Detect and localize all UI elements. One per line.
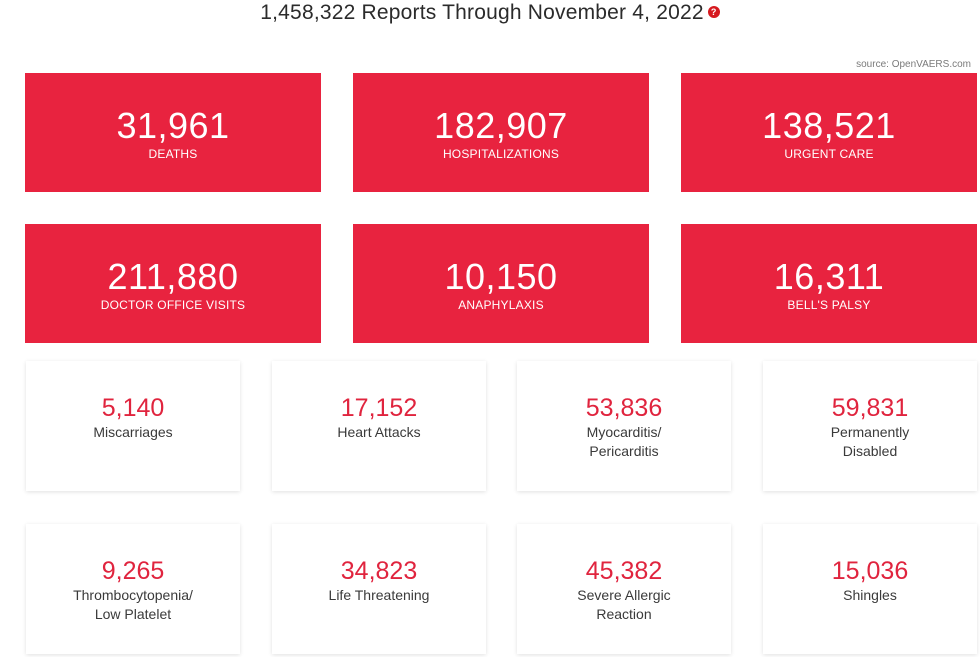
stat-value: 53,836: [585, 394, 663, 422]
stat-value: 5,140: [101, 394, 165, 422]
source-credit: source: OpenVAERS.com: [856, 59, 971, 70]
stat-card-urgent-care: 138,521 URGENT CARE: [681, 73, 977, 192]
stat-value: 138,521: [762, 105, 896, 146]
stat-value: 182,907: [434, 105, 568, 146]
stat-card-heart-attacks: 17,152 Heart Attacks: [272, 361, 486, 491]
stat-card-anaphylaxis: 10,150 ANAPHYLAXIS: [353, 224, 649, 343]
stat-label: URGENT CARE: [784, 147, 874, 161]
stat-card-hospitalizations: 182,907 HOSPITALIZATIONS: [353, 73, 649, 192]
page-title: 1,458,322 Reports Through November 4, 20…: [0, 0, 980, 26]
stat-card-doctor-office-visits: 211,880 DOCTOR OFFICE VISITS: [25, 224, 321, 343]
stat-label: BELL'S PALSY: [787, 298, 871, 312]
stat-value: 9,265: [101, 557, 165, 585]
stat-label: ANAPHYLAXIS: [458, 298, 544, 312]
stat-label: Heart Attacks: [337, 424, 421, 440]
stat-label: Permanently Disabled: [830, 424, 910, 459]
stat-label: Thrombocytopenia/ Low Platelet: [73, 587, 193, 622]
stat-card-thrombocytopenia: 9,265 Thrombocytopenia/ Low Platelet: [26, 524, 240, 654]
stat-value: 31,961: [116, 105, 230, 146]
stat-card-severe-allergic-reaction: 45,382 Severe Allergic Reaction: [517, 524, 731, 654]
stat-card-permanently-disabled: 59,831 Permanently Disabled: [763, 361, 977, 491]
stat-label: Shingles: [843, 587, 897, 603]
stat-value: 10,150: [444, 256, 558, 297]
stat-label: Life Threatening: [328, 587, 430, 603]
stat-card-miscarriages: 5,140 Miscarriages: [26, 361, 240, 491]
stat-value: 15,036: [831, 557, 909, 585]
stat-label: Miscarriages: [93, 424, 173, 440]
stat-value: 16,311: [773, 256, 885, 297]
stat-value: 45,382: [585, 557, 663, 585]
stat-label: HOSPITALIZATIONS: [442, 147, 560, 161]
question-icon[interactable]: ?: [707, 6, 720, 19]
stat-label: DEATHS: [148, 147, 198, 161]
stat-label: DOCTOR OFFICE VISITS: [100, 298, 246, 312]
stat-value: 59,831: [831, 394, 909, 422]
stat-card-deaths: 31,961 DEATHS: [25, 73, 321, 192]
stat-card-shingles: 15,036 Shingles: [763, 524, 977, 654]
stat-value: 17,152: [340, 394, 418, 422]
stat-card-bells-palsy: 16,311 BELL'S PALSY: [681, 224, 977, 343]
stat-label: Myocarditis/ Pericarditis: [586, 424, 662, 459]
stat-value: 34,823: [340, 557, 418, 585]
page-title-text: 1,458,322 Reports Through November 4, 20…: [260, 1, 704, 24]
stat-label: Severe Allergic Reaction: [577, 587, 671, 622]
stat-card-myocarditis: 53,836 Myocarditis/ Pericarditis: [517, 361, 731, 491]
stat-value: 211,880: [107, 256, 239, 297]
stat-card-life-threatening: 34,823 Life Threatening: [272, 524, 486, 654]
